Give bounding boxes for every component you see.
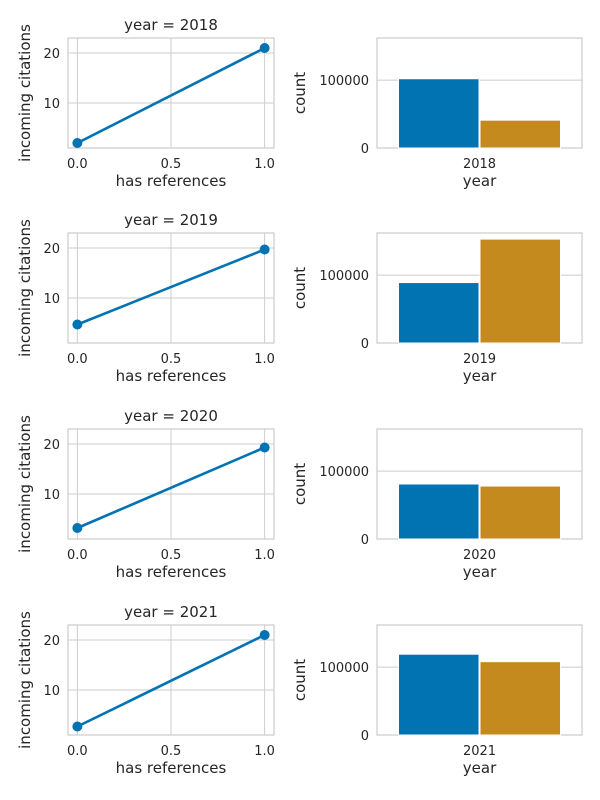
panel-title: year = 2019: [124, 211, 218, 229]
axes-frame: [67, 232, 275, 344]
y-tick-label: 10: [43, 292, 60, 307]
x-axis-label: has references: [116, 563, 227, 581]
axes-frame: [67, 428, 275, 540]
data-point: [72, 138, 83, 148]
x-tick-label: 1.0: [254, 548, 275, 563]
x-axis-label: year: [463, 759, 497, 777]
bar: [479, 238, 561, 344]
y-axis-label: count: [291, 72, 309, 114]
series-line: [76, 633, 266, 728]
x-tick-label: 0.0: [67, 157, 88, 172]
y-tick-label: 0: [361, 729, 369, 744]
y-axis-label: incoming citations: [16, 611, 34, 749]
bar: [479, 119, 561, 149]
x-tick-label: 0.5: [161, 157, 182, 172]
x-tick-label: 0.0: [67, 352, 88, 367]
x-tick-label: 0.5: [161, 352, 182, 367]
panel-title: year = 2018: [124, 16, 218, 34]
series-line: [76, 46, 266, 145]
y-tick-label: 10: [43, 684, 60, 699]
y-tick-label: 100000: [319, 465, 369, 480]
y-tick-label: 100000: [319, 74, 369, 89]
line-panel-3: 0.0 0.5 1.0 10 20 has references incoming cita…: [16, 407, 275, 581]
bar: [479, 485, 561, 540]
x-tick-label: 0.0: [67, 744, 88, 759]
line-panel-1: 0.0 0.5 1.0 10 20 has references incoming cita…: [16, 16, 275, 190]
y-axis-label: incoming citations: [16, 24, 34, 162]
y-tick-label: 20: [43, 438, 60, 453]
bar: [398, 282, 480, 344]
bar: [398, 653, 480, 736]
series-line: [76, 248, 266, 326]
line-panel-4: 0.0 0.5 1.0 10 20 has references incoming cita…: [16, 603, 275, 777]
bar: [479, 661, 561, 736]
y-tick-label: 0: [361, 337, 369, 352]
y-axis-label: count: [291, 463, 309, 505]
y-tick-label: 0: [361, 142, 369, 157]
y-tick-label: 10: [43, 488, 60, 503]
line-panel-2: 0.0 0.5 1.0 10 20 has references incoming cita…: [16, 211, 275, 385]
data-point: [72, 319, 83, 330]
panel-title: year = 2020: [124, 407, 218, 425]
data-point: [259, 244, 270, 255]
x-axis-label: year: [463, 367, 497, 385]
y-axis-label: incoming citations: [16, 415, 34, 553]
y-tick-label: 0: [361, 533, 369, 548]
series-line: [76, 446, 266, 530]
x-tick-label: 2021: [463, 744, 496, 759]
data-point: [259, 442, 270, 453]
data-point: [259, 630, 270, 640]
bar: [398, 78, 480, 149]
axes-frame: [67, 624, 275, 736]
data-point: [72, 523, 83, 533]
data-point: [72, 721, 83, 732]
x-tick-label: 1.0: [254, 157, 275, 172]
y-tick-label: 20: [43, 47, 60, 62]
x-tick-label: 0.5: [161, 744, 182, 759]
y-tick-label: 20: [43, 634, 60, 649]
x-axis-label: has references: [116, 172, 227, 190]
y-tick-label: 20: [43, 242, 60, 257]
y-axis-label: count: [291, 267, 309, 309]
panel-title: year = 2021: [124, 603, 218, 621]
x-tick-label: 1.0: [254, 352, 275, 367]
x-tick-label: 0.5: [161, 548, 182, 563]
x-axis-label: has references: [116, 759, 227, 777]
x-tick-label: 2018: [463, 157, 496, 172]
axes-frame: [67, 37, 275, 149]
x-axis-label: year: [463, 172, 497, 190]
y-axis-label: count: [291, 659, 309, 701]
data-point: [259, 43, 270, 53]
bar: [398, 483, 480, 540]
x-tick-label: 2020: [463, 548, 496, 563]
y-tick-label: 100000: [319, 661, 369, 676]
x-tick-label: 1.0: [254, 744, 275, 759]
x-axis-label: year: [463, 563, 497, 581]
y-axis-label: incoming citations: [16, 219, 34, 357]
x-tick-label: 0.0: [67, 548, 88, 563]
y-tick-label: 10: [43, 97, 60, 112]
y-tick-label: 100000: [319, 269, 369, 284]
x-axis-label: has references: [116, 367, 227, 385]
x-tick-label: 2019: [463, 352, 496, 367]
